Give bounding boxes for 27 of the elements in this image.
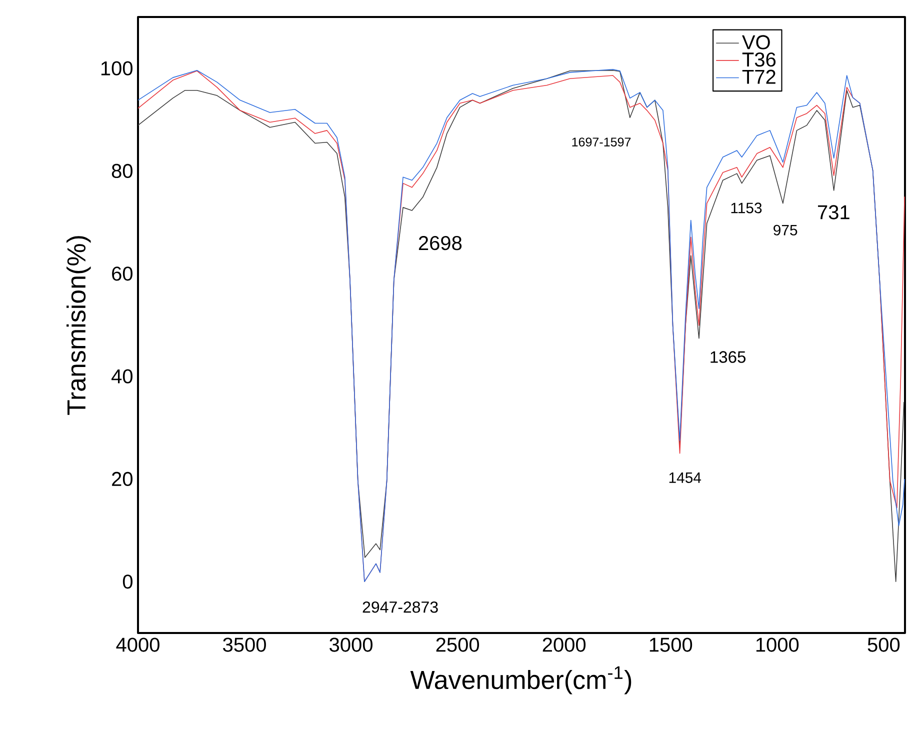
y-tick-label: 100	[101, 61, 132, 76]
x-tick-label: 2000	[542, 638, 586, 652]
legend-label: T36	[742, 52, 776, 67]
x-tick-label: 4000	[116, 638, 160, 652]
y-tick-label: 60	[112, 266, 132, 281]
legend-label: T72	[742, 70, 776, 84]
y-axis-title: Transmision(%)	[66, 236, 91, 415]
annotation: 975	[774, 224, 798, 236]
x-tick-label: 3000	[330, 638, 372, 652]
annotation: 1153	[731, 202, 762, 214]
legend-label: VO	[742, 35, 770, 50]
annotation: 731	[818, 205, 850, 220]
annotation: 1697-1597	[572, 138, 631, 146]
y-tick-label: 40	[112, 369, 132, 384]
x-tick-label: 1500	[650, 638, 692, 652]
x-tick-label: 1000	[756, 638, 799, 652]
annotation: 2698	[418, 236, 462, 250]
annotation: 2947-2873	[362, 601, 438, 613]
x-tick-label: 3500	[223, 638, 266, 652]
annotation: 1365	[710, 351, 746, 363]
y-tick-label: 20	[112, 472, 132, 486]
y-tick-label: 0	[122, 574, 132, 589]
x-tick-label: 2500	[436, 638, 480, 652]
annotation: 1454	[669, 472, 702, 483]
x-tick-label: 500	[868, 638, 900, 652]
y-tick-label: 80	[112, 164, 132, 178]
x-axis-title: Wavenumber(cm$^{-1}$)	[410, 666, 632, 694]
